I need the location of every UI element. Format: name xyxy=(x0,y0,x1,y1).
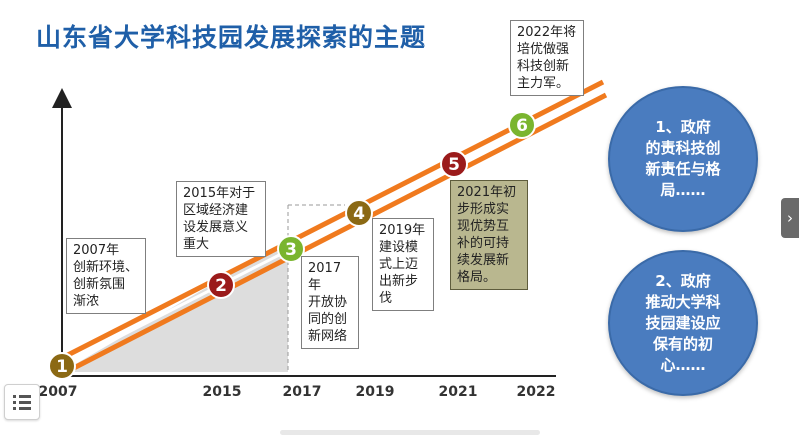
circle-callout-original-intention: 2、政府 推动大学科 技园建设应 保有的初 心…… xyxy=(608,250,758,396)
note-2019: 2019年 建设模 式上迈 出新步 伐 xyxy=(372,218,434,311)
milestone-number: 2 xyxy=(215,276,227,296)
year-label-2022: 2022 xyxy=(516,384,556,400)
note-line: 现优势互 xyxy=(457,219,510,234)
list-icon xyxy=(13,395,31,410)
page-title: 山东省大学科技园发展探索的主题 xyxy=(36,23,427,52)
year-label-2021: 2021 xyxy=(438,384,478,400)
note-line: 新网络 xyxy=(308,329,348,344)
milestone-layer: 1 2 3 4 5 6 xyxy=(48,111,536,380)
note-line: 步形成实 xyxy=(457,202,510,217)
milestone-circle xyxy=(207,271,235,299)
circle-line: 1、政府 xyxy=(655,118,711,136)
milestone-circle xyxy=(277,235,305,263)
note-line: 同的创 xyxy=(308,312,348,327)
next-slide-button[interactable]: › xyxy=(781,198,799,238)
note-line: 区域经济建 xyxy=(183,203,249,218)
milestone-marker-3: 3 xyxy=(277,235,305,263)
note-line: 格局。 xyxy=(457,270,497,285)
milestone-marker-6: 6 xyxy=(508,111,536,139)
note-line: 2021年初 xyxy=(457,185,517,200)
note-2022: 2022年将 培优做强 科技创新 主力军。 xyxy=(510,20,584,96)
milestone-number: 1 xyxy=(56,357,68,377)
circle-line: 保有的初 xyxy=(652,334,713,353)
note-line: 创新环境、 xyxy=(73,260,139,275)
note-line: 渐浓 xyxy=(73,294,100,309)
note-2015: 2015年对于 区域经济建 设发展意义 重大 xyxy=(176,181,266,257)
note-line: 2017年 xyxy=(308,261,342,293)
circle-line: 技园建设应 xyxy=(645,313,721,332)
note-line: 2019年 xyxy=(379,223,426,238)
milestone-number: 6 xyxy=(516,116,528,136)
menu-button[interactable] xyxy=(4,384,40,420)
milestone-circle xyxy=(508,111,536,139)
circle-line: 2、政府 xyxy=(655,271,711,290)
note-2017: 2017年 开放协 同的创 新网络 xyxy=(301,256,359,349)
milestone-marker-2: 2 xyxy=(207,271,235,299)
circle-line: 推动大学科 xyxy=(645,292,721,311)
year-label-2017: 2017 xyxy=(282,384,322,400)
milestone-marker-4: 4 xyxy=(345,199,373,227)
circle-callout-government-responsibility: 1、政府 的责科技创 新责任与格 局…… xyxy=(608,86,758,232)
note-2007: 2007年 创新环境、 创新氛围 渐浓 xyxy=(66,238,146,314)
note-line: 伐 xyxy=(379,291,393,306)
note-2021: 2021年初 步形成实 现优势互 补的可持 续发展新 格局。 xyxy=(450,180,528,290)
note-line: 2007年 xyxy=(73,243,120,258)
note-line: 2015年对于 xyxy=(183,186,256,201)
note-line: 重大 xyxy=(183,237,210,252)
milestone-number: 5 xyxy=(448,155,460,175)
growth-rail-lower xyxy=(64,92,608,375)
circle-line: 的责科技创 xyxy=(645,139,721,157)
milestone-marker-5: 5 xyxy=(440,150,468,178)
note-line: 设发展意义 xyxy=(183,220,249,235)
note-line: 式上迈 xyxy=(379,257,419,272)
circle-line: 新责任与格 xyxy=(645,160,721,178)
circle-line: 心…… xyxy=(660,355,706,374)
note-line: 开放协 xyxy=(308,295,348,310)
milestone-circle xyxy=(345,199,373,227)
milestone-circle xyxy=(48,352,76,380)
note-line: 补的可持 xyxy=(457,236,510,251)
scroll-indicator xyxy=(280,430,540,435)
note-line: 出新步 xyxy=(379,274,419,289)
milestone-number: 3 xyxy=(285,240,297,260)
milestone-number: 4 xyxy=(353,204,365,224)
note-line: 主力军。 xyxy=(517,76,570,91)
note-line: 培优做强 xyxy=(517,42,570,57)
note-line: 2022年将 xyxy=(517,25,577,40)
note-line: 建设模 xyxy=(379,240,419,255)
note-line: 科技创新 xyxy=(517,59,570,74)
year-label-2019: 2019 xyxy=(355,384,395,400)
milestone-circle xyxy=(440,150,468,178)
note-line: 续发展新 xyxy=(457,253,510,268)
milestone-marker-1: 1 xyxy=(48,352,76,380)
year-label-2007: 2007 xyxy=(38,384,78,400)
note-line: 创新氛围 xyxy=(73,277,126,292)
chevron-right-icon: › xyxy=(787,209,793,227)
circle-line: 局…… xyxy=(660,181,706,199)
year-label-2015: 2015 xyxy=(202,384,242,400)
